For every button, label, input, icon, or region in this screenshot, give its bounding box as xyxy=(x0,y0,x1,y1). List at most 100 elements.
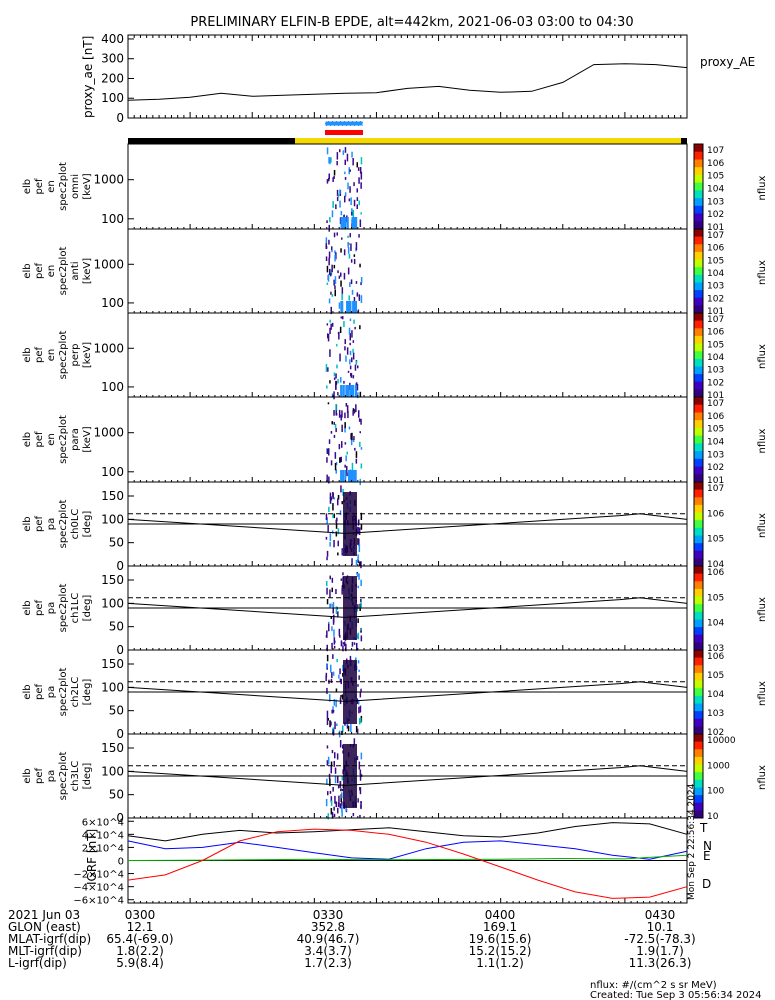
spec-pixel xyxy=(332,201,334,208)
spec-pixel xyxy=(359,441,361,447)
night-bar xyxy=(128,138,295,144)
spec-pixel xyxy=(341,237,343,240)
spec-pixel xyxy=(352,352,355,360)
spec-ytick-label: 150 xyxy=(101,489,124,503)
spec-pixel xyxy=(351,558,353,565)
spec-pixel xyxy=(341,730,343,735)
spec-pixel xyxy=(333,421,335,425)
spec-pixel xyxy=(349,318,352,321)
spec-pixel xyxy=(360,602,362,609)
spec-pixel xyxy=(360,718,362,723)
spec-pixel xyxy=(339,326,342,333)
footer-row-value: 65.4(-69.0) xyxy=(106,932,173,946)
spec-pixel xyxy=(343,217,346,229)
spec-pixel xyxy=(330,761,333,767)
colorbar-tick-label: 103 xyxy=(707,709,724,719)
spec-pixel xyxy=(359,219,362,227)
spec-ylabel: pef xyxy=(34,768,45,785)
spec-frame xyxy=(127,143,688,230)
spec-pixel xyxy=(335,469,337,474)
spec-pixel xyxy=(344,641,346,647)
spec-pixel xyxy=(326,760,329,766)
spec-ylabel: pef xyxy=(34,178,45,195)
colorbar-segment xyxy=(694,244,703,253)
spec-pixel xyxy=(345,355,347,362)
spec-pixel xyxy=(352,410,354,416)
grf-tick-label: 4×10^4 xyxy=(82,830,124,841)
spec-pixel xyxy=(328,157,330,164)
colorbar-segment xyxy=(694,482,703,491)
spec-pixel xyxy=(343,272,346,280)
spec-pixel xyxy=(329,492,332,500)
spec-pixel xyxy=(326,710,329,719)
colorbar-segment xyxy=(694,297,703,306)
spec-pixel xyxy=(335,531,338,537)
colorbar-tick-label: 105 xyxy=(707,593,724,603)
spec-ylabel: spec2plot xyxy=(58,500,69,549)
spec-pixel xyxy=(332,654,334,659)
spec-pixel xyxy=(333,813,336,817)
colorbar-tick-label: 107 xyxy=(707,484,724,494)
spec-pixel xyxy=(349,186,351,193)
spec-pixel xyxy=(359,705,362,713)
footer-row-label: 2021 Jun 03 xyxy=(8,908,80,922)
spec-pixel xyxy=(356,755,359,761)
spec-pixel xyxy=(337,193,340,198)
spec-pixel xyxy=(357,700,360,705)
colorbar-tick-label: 103 xyxy=(707,282,724,292)
spec-pixel xyxy=(359,263,361,268)
spec-pixel xyxy=(333,232,336,238)
spec-pixel xyxy=(338,444,341,450)
spec-frame xyxy=(127,312,688,398)
spec-pixel xyxy=(330,272,332,277)
spec-pixel xyxy=(356,642,358,651)
colorbar-segment xyxy=(694,779,703,788)
spec-pixel xyxy=(357,554,359,561)
spec-pixel xyxy=(333,279,335,286)
colorbar-segment xyxy=(694,672,703,681)
spec-pixel xyxy=(326,778,328,785)
spec-pixel xyxy=(326,385,328,389)
colorbar-3: 107 106 105 104 103 102 101 nflux xyxy=(693,312,768,401)
spec-pixel xyxy=(350,385,352,397)
colorbar-segment xyxy=(694,221,703,230)
spec-ytick-label: 0 xyxy=(116,643,124,657)
spec-pixel xyxy=(351,462,354,471)
spec-pixel xyxy=(336,232,338,236)
colorbar-segment xyxy=(694,558,703,567)
spec-pixel xyxy=(327,813,329,820)
footer-row-value: 3.4(3.7) xyxy=(304,944,352,958)
spec-ytick-label: 1000 xyxy=(93,341,124,355)
spec-pixel xyxy=(340,211,343,216)
spec-pixel xyxy=(327,525,329,532)
spec-pixel xyxy=(326,663,328,668)
spec-pixel xyxy=(325,675,327,682)
colorbar-segment xyxy=(694,144,703,153)
colorbar-segment xyxy=(694,236,703,245)
spec-pixel xyxy=(352,217,354,229)
spec-pixel xyxy=(355,451,358,458)
spec-ylabel: [keV] xyxy=(82,258,93,284)
spec-ylabel: elb xyxy=(22,179,33,194)
spec-pixel xyxy=(351,289,354,295)
colorbar-segment xyxy=(694,810,703,819)
spec-pixel xyxy=(333,497,336,500)
footer-row-value: 1.9(1.7) xyxy=(636,944,684,958)
spec-pixel xyxy=(348,470,350,482)
spec-pixel xyxy=(338,628,341,636)
spec-pixel xyxy=(331,210,334,218)
colorbar-tick-label: 103 xyxy=(707,366,724,376)
spec-pixel xyxy=(333,637,336,645)
spec-ytick-label: 0 xyxy=(116,727,124,741)
spec-pixel xyxy=(340,316,342,319)
spec-ylabel: en xyxy=(46,265,57,278)
spec-pixel xyxy=(358,410,360,418)
footer-ephemeris: 2021 Jun 03 0300 0330 0400 0430 GLON (east) 12… xyxy=(8,908,696,970)
proxy-ae-panel: 400 300 200 100 0 proxy_ae [nT] proxy_AE xyxy=(81,32,755,125)
spec-pixel xyxy=(332,606,334,614)
colorbar-segment xyxy=(694,543,703,552)
ae-tick-label: 400 xyxy=(101,32,124,46)
colorbar-segment xyxy=(694,489,703,498)
colorbar-tick-label: 102 xyxy=(707,463,724,473)
